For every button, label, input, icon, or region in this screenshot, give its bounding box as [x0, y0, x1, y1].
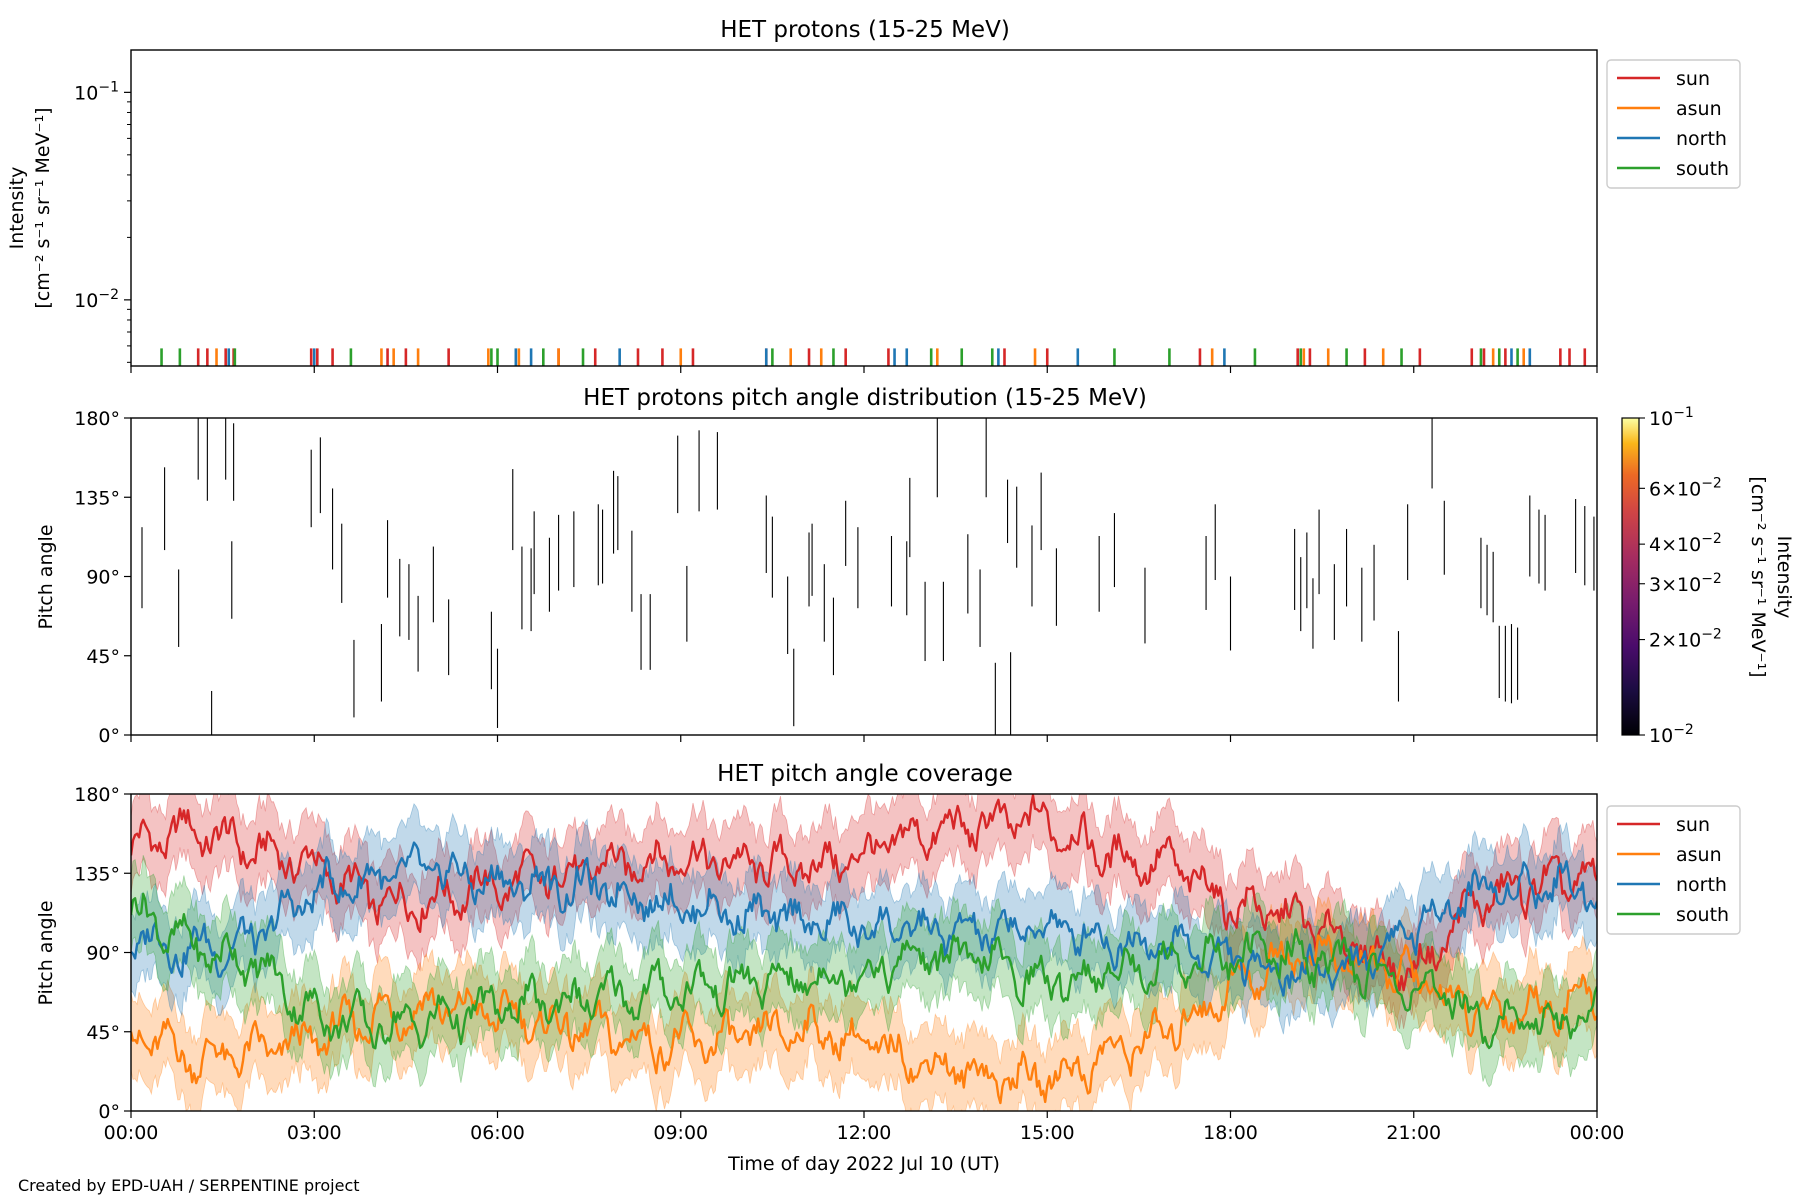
- y-tick-label: 45°: [86, 646, 120, 668]
- y-tick-label: 90°: [86, 567, 120, 589]
- panel3-legend: sun asun north south: [1606, 805, 1741, 935]
- panel1-event-markers: [160, 348, 1587, 366]
- y-tick-label: 180°: [74, 408, 120, 430]
- x-tick-label: 00:00: [104, 1122, 159, 1144]
- x-tick-label: 12:00: [837, 1122, 892, 1144]
- x-tick-label: 03:00: [287, 1122, 342, 1144]
- colorbar-label-line1: Intensity: [1773, 536, 1795, 619]
- legend-label-south: south: [1676, 904, 1729, 926]
- panel3-range-bands: [131, 794, 1597, 1111]
- panel2-pad-segments: [141, 418, 1595, 735]
- panel3-y-ticks: 0° 45° 90° 135° 180°: [74, 784, 131, 1123]
- colorbar-tick-label: 6×10−2: [1649, 475, 1722, 500]
- panel3-series-lines: [131, 794, 1597, 1105]
- x-tick-label: 06:00: [470, 1122, 525, 1144]
- series-line-asun: [131, 934, 1597, 1105]
- panel1-axes-frame: [130, 49, 1598, 367]
- panel1-ylabel-line1: Intensity: [6, 167, 28, 250]
- y-tick-label: 180°: [74, 784, 120, 806]
- y-tick-label: 45°: [86, 1022, 120, 1044]
- colorbar-tick-label: 10−2: [1649, 722, 1694, 747]
- panel2-ylabel: Pitch angle: [35, 524, 57, 629]
- x-tick-label: 15:00: [1020, 1122, 1075, 1144]
- colorbar-tick-label: 10−1: [1649, 405, 1694, 430]
- y-tick-label: 0°: [98, 1101, 120, 1123]
- panel1-ylabel-line2: [cm⁻² s⁻¹ sr⁻¹ MeV⁻¹]: [32, 107, 54, 308]
- credit-footer: Created by EPD-UAH / SERPENTINE project: [18, 1176, 360, 1195]
- colorbar-tick-label: 4×10−2: [1649, 531, 1722, 556]
- x-tick-label: 09:00: [653, 1122, 708, 1144]
- panel2-axes-frame: [130, 417, 1598, 736]
- legend-label-north: north: [1676, 874, 1727, 896]
- legend-label-sun: sun: [1676, 814, 1710, 836]
- legend-label-sun: sun: [1676, 68, 1710, 90]
- legend-label-south: south: [1676, 158, 1729, 180]
- y-tick-label: 135°: [74, 863, 120, 885]
- colorbar: 10−1 6×10−2 4×10−2 3×10−2 2×10−2 10−2 Intensi…: [1621, 405, 1795, 747]
- panel3-ylabel: Pitch angle: [35, 900, 57, 1005]
- y-tick-label: 0°: [98, 725, 120, 747]
- panel1-title: HET protons (15-25 MeV): [720, 17, 1010, 43]
- x-tick-label: 21:00: [1386, 1122, 1441, 1144]
- range-band-sun: [131, 794, 1597, 1029]
- panel2-title: HET protons pitch angle distribution (15…: [583, 385, 1147, 411]
- colorbar-label-line2: [cm⁻² s⁻¹ sr⁻¹ MeV⁻¹]: [1747, 476, 1769, 677]
- colorbar-ticks: 10−1 6×10−2 4×10−2 3×10−2 2×10−2 10−2: [1639, 405, 1722, 747]
- panel1-legend: sun asun north south: [1606, 59, 1741, 189]
- panel3-title: HET pitch angle coverage: [717, 761, 1013, 787]
- colorbar-tick-label: 2×10−2: [1649, 627, 1722, 652]
- panel3-xlabel: Time of day 2022 Jul 10 (UT): [727, 1153, 1000, 1175]
- y-tick-label: 10−1: [74, 79, 119, 104]
- series-line-sun: [131, 794, 1597, 992]
- panel-coverage: HET pitch angle coverage 0° 45° 90° 135° 180…: [35, 761, 1741, 1175]
- panel-intensity: HET protons (15-25 MeV) 10−1 10−2 Intensi…: [6, 17, 1741, 373]
- y-tick-label: 135°: [74, 487, 120, 509]
- panel1-x-ticks: [130, 366, 1598, 373]
- y-tick-label: 90°: [86, 943, 120, 965]
- legend-label-asun: asun: [1676, 844, 1722, 866]
- series-line-south: [131, 892, 1597, 1050]
- y-tick-label: 10−2: [74, 287, 119, 312]
- panel1-y-ticks: 10−1 10−2: [74, 79, 131, 363]
- x-tick-label: 18:00: [1203, 1122, 1258, 1144]
- panel2-x-ticks: [130, 735, 1598, 742]
- legend-label-north: north: [1676, 128, 1727, 150]
- panel2-y-ticks: 0° 45° 90° 135° 180°: [74, 408, 131, 747]
- colorbar-tick-label: 3×10−2: [1649, 571, 1722, 596]
- legend-label-asun: asun: [1676, 98, 1722, 120]
- panel3-x-ticks: 00:00 03:00 06:00 09:00 12:00 15:00 18:00 21:00…: [104, 1111, 1625, 1144]
- colorbar-gradient: [1621, 417, 1640, 736]
- x-tick-label: 00:00: [1570, 1122, 1625, 1144]
- panel-pad: HET protons pitch angle distribution (15…: [35, 385, 1795, 747]
